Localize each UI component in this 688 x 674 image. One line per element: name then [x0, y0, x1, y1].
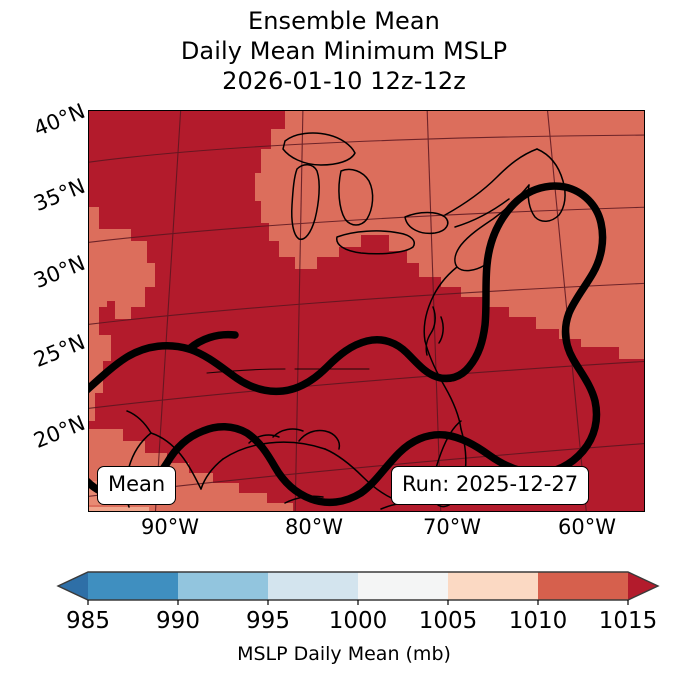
lon-tick-70W: 70°W [423, 515, 481, 539]
colorbar-axis-label: MSLP Daily Mean (mb) [237, 643, 451, 665]
lat-tick-30N: 30°N [30, 250, 89, 293]
contour-1015mb [89, 182, 607, 507]
colorbar-under-arrow [58, 572, 88, 600]
lat-tick-35N: 35°N [30, 173, 89, 216]
colorbar-tick-1005: 1005 [418, 608, 478, 634]
colorbar-tick-985: 985 [66, 608, 110, 634]
lat-tick-20N: 20°N [30, 410, 89, 453]
run-label-text: Run: 2025-12-27 [402, 472, 579, 496]
colorbar-band-1 [178, 572, 269, 600]
colorbar-band-2 [268, 572, 359, 600]
colorbar-band-0 [88, 572, 179, 600]
lat-tick-25N: 25°N [30, 329, 89, 372]
title-line-2: Daily Mean Minimum MSLP [180, 37, 508, 65]
colorbar-tick-1015: 1015 [598, 608, 658, 634]
map-panel [88, 110, 645, 512]
colorbar-tick-995: 995 [246, 608, 290, 634]
title-line-1: Ensemble Mean [247, 7, 440, 35]
graticule [89, 111, 644, 511]
mslp-field-svg [89, 111, 644, 511]
colorbar-tick-990: 990 [156, 608, 200, 634]
coastlines [125, 132, 566, 510]
colorbar-svg [56, 571, 660, 605]
run-label-box: Run: 2025-12-27 [391, 466, 590, 505]
mean-label-box: Mean [97, 466, 177, 505]
colorbar-band-5 [538, 572, 629, 600]
colorbar-band-3 [358, 572, 449, 600]
colorbar-bands [58, 572, 658, 600]
colorbar-tick-1010: 1010 [508, 608, 568, 634]
lon-tick-80W: 80°W [285, 515, 343, 539]
title-line-3: 2026-01-10 12z-12z [222, 67, 466, 95]
colorbar-over-arrow [628, 572, 658, 600]
colorbar-tick-1000: 1000 [328, 608, 388, 634]
colorbar-outline [56, 571, 660, 605]
map-canvas [89, 111, 644, 511]
colorbar-band-4 [448, 572, 539, 600]
colorbar: 985 990 995 1000 1005 1010 1015 [0, 560, 688, 674]
lon-tick-60W: 60°W [558, 515, 616, 539]
mean-label-text: Mean [108, 472, 166, 496]
chart-title: Ensemble Mean Daily Mean Minimum MSLP 20… [0, 6, 688, 96]
lon-tick-90W: 90°W [141, 515, 199, 539]
lat-tick-40N: 40°N [30, 98, 89, 141]
